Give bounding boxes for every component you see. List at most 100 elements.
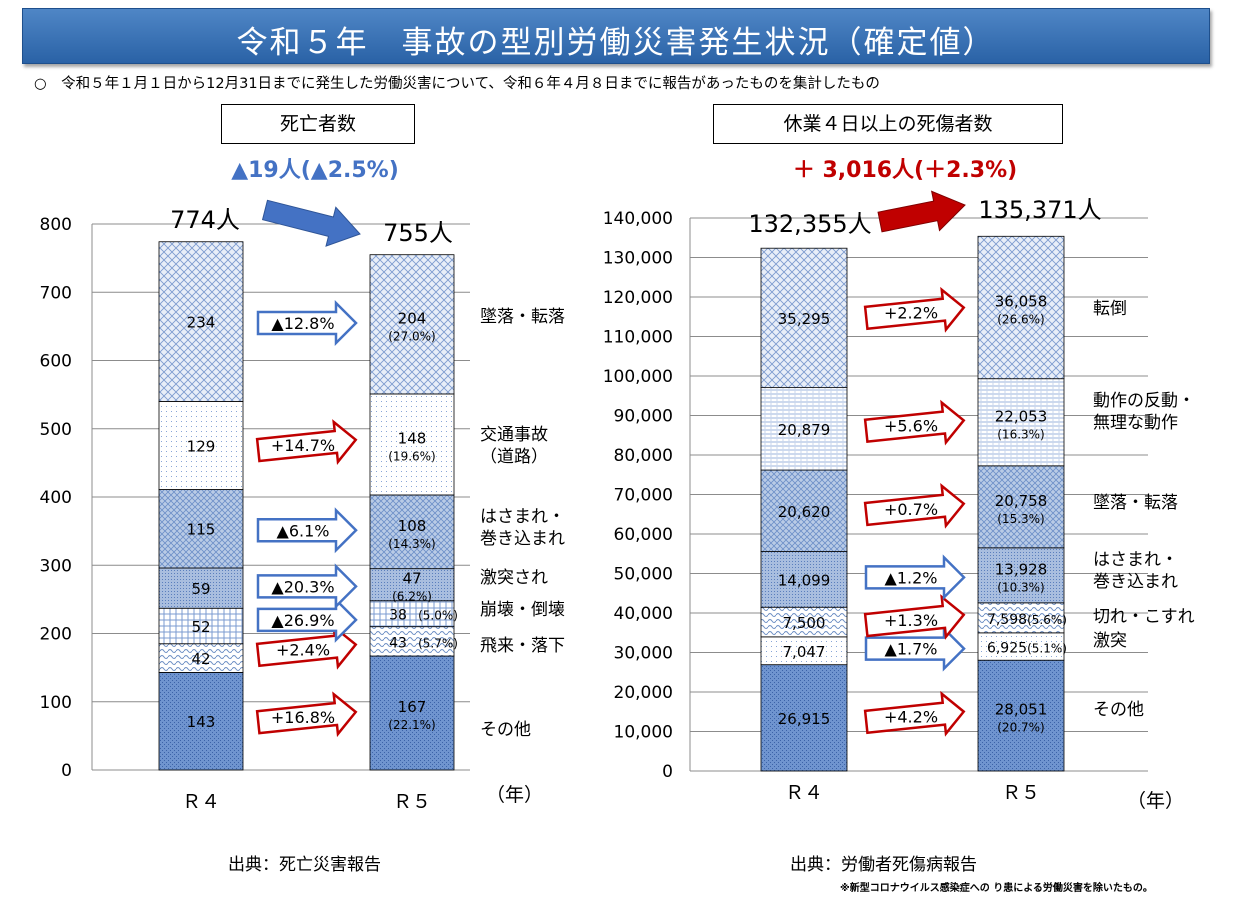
left-y-tick-label: 800 — [40, 215, 72, 235]
right-bar-value-label: 20,879 — [778, 421, 831, 439]
left-total-label: 774人 — [170, 206, 240, 234]
left-legend-label: 激突され — [480, 568, 548, 588]
left-bar-value-label: 143 — [187, 713, 216, 731]
right-change-arrow — [863, 483, 966, 529]
left-bar-value-label: 42 — [191, 650, 210, 668]
right-bar-segment — [760, 551, 848, 608]
left-share-label: (19.6%) — [388, 449, 435, 463]
right-change-label: +4.2% — [884, 708, 938, 727]
left-y-tick-label: 500 — [40, 420, 72, 440]
right-legend-label: 激突 — [1093, 631, 1127, 651]
right-legend-label: はさまれ・ — [1093, 550, 1178, 570]
right-y-tick-label: 60,000 — [614, 525, 673, 545]
left-change-label: ▲26.9% — [271, 611, 334, 630]
left-legend-label: はさまれ・ — [480, 507, 565, 527]
right-bar-value-label: 28,051 — [995, 701, 1048, 719]
left-legend-label: 墜落・転落 — [480, 307, 565, 327]
left-y-tick-label: 600 — [40, 352, 72, 372]
left-change-arrow — [256, 507, 358, 554]
left-change-arrow — [255, 419, 358, 465]
left-bar-segment — [369, 568, 455, 602]
right-legend-label: その他 — [1093, 700, 1144, 720]
right-legend-label: 墜落・転落 — [1093, 493, 1178, 513]
right-change-arrow — [863, 399, 966, 446]
right-bar-segment — [760, 247, 848, 389]
left-bar-value-label: 129 — [187, 437, 216, 455]
survey-note: ○ 令和５年１月１日から12月31日までに発生した労働災害について、令和６年４月… — [34, 76, 880, 92]
right-bar-segment — [977, 378, 1065, 467]
left-share-label: (6.2%) — [392, 590, 432, 604]
right-bar-value-label: 7,500 — [783, 614, 826, 632]
left-share-label: (5.0%) — [418, 609, 458, 623]
left-total-label: 755人 — [383, 219, 453, 247]
right-bar-segment — [760, 387, 848, 471]
right-y-tick-label: 70,000 — [614, 486, 673, 506]
right-bar-segment — [977, 632, 1065, 661]
left-bar-value-label: 108 — [398, 517, 427, 535]
right-total-change: ＋ 3,016人(＋2.3%) — [792, 158, 1018, 183]
left-source: 出典：死亡災害報告 — [228, 855, 381, 875]
right-change-arrow — [864, 625, 966, 672]
left-change-label: ▲6.1% — [277, 521, 330, 540]
right-y-tick-label: 140,000 — [603, 209, 673, 229]
left-share-label: (22.1%) — [388, 718, 435, 732]
left-bar-segment — [369, 494, 455, 570]
right-total-label: 132,355人 — [748, 210, 871, 238]
right-legend-label: 動作の反動・ — [1093, 391, 1195, 411]
left-bar-value-label: 148 — [398, 429, 427, 447]
right-bar-value-label: 20,758 — [995, 492, 1048, 510]
right-bar-value-label: 26,915 — [778, 710, 831, 728]
right-y-tick-label: 130,000 — [603, 249, 673, 269]
right-bar-segment — [760, 664, 848, 772]
right-bar-segment — [760, 636, 848, 666]
left-change-label: +2.4% — [276, 641, 330, 660]
left-bar-segment — [158, 672, 244, 771]
right-change-label: +1.3% — [884, 611, 938, 630]
left-y-tick-label: 200 — [40, 625, 72, 645]
left-chart-title: 死亡者数 — [221, 104, 415, 144]
right-bar-value-label: 22,053 — [995, 407, 1048, 425]
left-change-label: +16.8% — [271, 708, 335, 727]
right-category-label: Ｒ４ — [785, 782, 823, 804]
right-change-label: +2.2% — [884, 304, 938, 323]
right-change-arrow — [863, 690, 966, 737]
left-change-arrow — [255, 691, 358, 738]
right-share-label: (16.3%) — [997, 427, 1044, 441]
right-y-tick-label: 10,000 — [614, 723, 673, 743]
right-trend-arrow — [877, 190, 966, 233]
left-bar-value-label: 38 — [389, 608, 407, 624]
left-y-tick-label: 300 — [40, 556, 72, 576]
right-bar-value-label: 14,099 — [778, 571, 831, 589]
left-bar-segment — [158, 567, 244, 609]
left-y-tick-label: 700 — [40, 283, 72, 303]
left-change-arrow — [256, 299, 358, 346]
left-bar-segment — [158, 401, 244, 490]
right-share-label: (15.3%) — [997, 512, 1044, 526]
right-y-tick-label: 50,000 — [614, 565, 673, 585]
left-legend-label: （道路） — [480, 447, 548, 467]
left-bar-segment — [158, 489, 244, 569]
right-bar-value-label: 20,620 — [778, 503, 831, 521]
right-source: 出典：労働者死傷病報告 — [790, 855, 977, 875]
right-bar-segment — [760, 606, 848, 638]
left-y-tick-label: 400 — [40, 488, 72, 508]
left-legend-label: その他 — [480, 720, 531, 740]
right-y-tick-label: 80,000 — [614, 446, 673, 466]
right-total-label: 135,371人 — [978, 196, 1101, 224]
left-change-label: ▲20.3% — [271, 577, 334, 596]
right-change-label: +0.7% — [884, 500, 938, 519]
left-bar-value-label: 234 — [187, 314, 216, 332]
right-change-label: ▲1.7% — [885, 640, 938, 659]
right-legend-label: 切れ・こすれ — [1093, 607, 1195, 627]
right-bar-value-label: 7,598 — [987, 612, 1027, 628]
right-change-label: +5.6% — [884, 417, 938, 436]
left-legend-label: 巻き込まれ — [480, 529, 565, 549]
right-change-arrow — [864, 554, 966, 601]
right-share-label: (5.1%) — [1027, 642, 1067, 656]
right-bar-value-label: 36,058 — [995, 292, 1048, 310]
left-trend-arrow — [261, 199, 361, 247]
right-x-axis-label: （年） — [1127, 790, 1185, 812]
left-share-label: (14.3%) — [388, 537, 435, 551]
right-chart-title: 休業４日以上の死傷者数 — [713, 104, 1063, 144]
